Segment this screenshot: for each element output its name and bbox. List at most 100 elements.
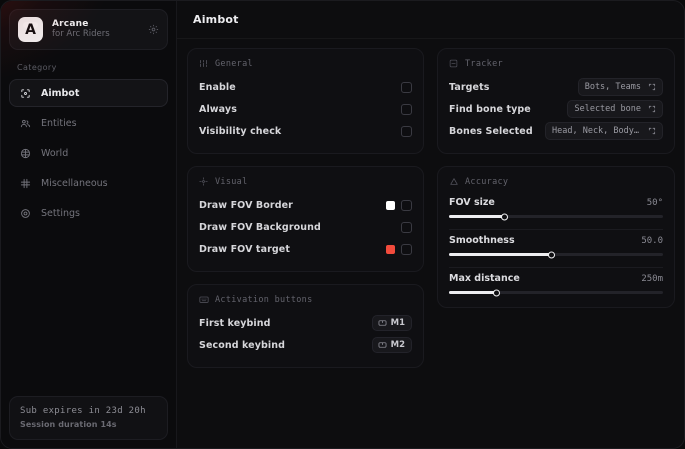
sidebar-item-label: World [41, 147, 69, 159]
globe-icon [19, 147, 31, 159]
target-icon [449, 59, 459, 69]
row-enable[interactable]: Enable [199, 76, 412, 98]
row-label: Targets [449, 81, 490, 93]
slider-fill [449, 215, 505, 218]
panel-title: General [215, 59, 253, 69]
slider-track[interactable] [449, 213, 663, 220]
sidebar-item-label: Settings [41, 207, 80, 219]
keybind-first[interactable]: M1 [371, 315, 412, 331]
panel-general: General Enable Always [187, 48, 424, 154]
content-columns: General Enable Always [177, 39, 684, 448]
checkbox-enable[interactable] [401, 81, 412, 93]
row-find-bone-type[interactable]: Find bone type Selected bone [449, 98, 663, 120]
dropdown-find-bone-type-value: Selected bone [574, 104, 641, 114]
slider-thumb[interactable] [548, 251, 556, 258]
row-bones-selected[interactable]: Bones Selected Head, Neck, Body, Pe… [449, 120, 663, 142]
panel-title: Visual [215, 177, 248, 187]
app-name: Arcane [52, 18, 89, 29]
row-label: Find bone type [449, 103, 531, 115]
row-always[interactable]: Always [199, 98, 412, 120]
panel-accuracy: Accuracy FOV size 50° [437, 166, 675, 308]
expand-icon [648, 105, 656, 113]
crosshair-icon [19, 87, 31, 99]
slider-fov-size[interactable]: FOV size 50° [449, 194, 663, 220]
checkbox-draw-fov-border[interactable] [401, 199, 412, 211]
eye-icon [199, 177, 209, 187]
slider-track[interactable] [449, 289, 663, 296]
row-label: Visibility check [199, 125, 282, 137]
left-column: General Enable Always [187, 48, 424, 368]
sidebar-item-label: Miscellaneous [41, 177, 108, 189]
entities-icon [19, 117, 31, 129]
grid-icon [19, 177, 31, 189]
page-title: Aimbot [193, 13, 239, 26]
row-label: Enable [199, 81, 236, 93]
sidebar-item-settings[interactable]: Settings [9, 199, 168, 227]
dropdown-targets[interactable]: Bots, Teams [577, 78, 663, 96]
sidebar-spacer [9, 227, 168, 396]
panel-general-header: General [199, 59, 412, 69]
checkbox-visibility-check[interactable] [401, 125, 412, 137]
keybind-second[interactable]: M2 [371, 337, 412, 353]
dropdown-bones-selected[interactable]: Head, Neck, Body, Pe… [545, 122, 663, 140]
checkbox-draw-fov-target[interactable] [401, 243, 412, 255]
expand-icon [648, 127, 656, 135]
checkbox-always[interactable] [401, 103, 412, 115]
triangle-icon [449, 177, 459, 187]
dropdown-bones-selected-value: Head, Neck, Body, Pe… [552, 126, 641, 136]
row-label: First keybind [199, 317, 271, 329]
brand-card[interactable]: A Arcane for Arc Riders [9, 9, 168, 50]
slider-thumb[interactable] [501, 213, 509, 220]
divider [449, 229, 663, 230]
row-second-keybind[interactable]: Second keybind M2 [199, 334, 412, 356]
slider-max-distance[interactable]: Max distance 250m [449, 270, 663, 296]
sidebar-nav: Aimbot Entities [9, 79, 168, 227]
panel-title: Tracker [465, 59, 503, 69]
slider-label: Max distance [449, 273, 520, 284]
sidebar-item-world[interactable]: World [9, 139, 168, 167]
dropdown-targets-value: Bots, Teams [584, 82, 641, 92]
sidebar-item-miscellaneous[interactable]: Miscellaneous [9, 169, 168, 197]
dropdown-find-bone-type[interactable]: Selected bone [567, 100, 663, 118]
row-label: Draw FOV target [199, 243, 290, 255]
mouse-icon [378, 341, 387, 349]
keybind-second-value: M2 [390, 340, 405, 350]
row-first-keybind[interactable]: First keybind M1 [199, 312, 412, 334]
row-draw-fov-target[interactable]: Draw FOV target [199, 238, 412, 260]
expand-icon [648, 83, 656, 91]
row-targets[interactable]: Targets Bots, Teams [449, 76, 663, 98]
gear-icon [19, 207, 31, 219]
panel-visual: Visual Draw FOV Border Draw FOV Backgrou… [187, 166, 424, 272]
topbar: Aimbot [177, 1, 684, 39]
keybind-first-value: M1 [390, 318, 405, 328]
panel-title: Accuracy [465, 177, 509, 187]
slider-fill [449, 291, 497, 294]
slider-smoothness[interactable]: Smoothness 50.0 [449, 232, 663, 258]
sidebar-item-aimbot[interactable]: Aimbot [9, 79, 168, 107]
row-label: Draw FOV Background [199, 221, 321, 233]
slider-value: 50.0 [641, 236, 663, 246]
gear-icon[interactable] [148, 24, 159, 35]
panel-activation-header: Activation buttons [199, 295, 412, 305]
row-label: Draw FOV Border [199, 199, 293, 211]
subscription-card: Sub expires in 23d 20h Session duration … [9, 396, 168, 440]
slider-thumb[interactable] [492, 289, 500, 296]
color-swatch-fov-border[interactable] [386, 200, 395, 210]
session-duration: Session duration 14s [20, 420, 117, 429]
slider-track[interactable] [449, 251, 663, 258]
sidebar-item-entities[interactable]: Entities [9, 109, 168, 137]
row-label: Second keybind [199, 339, 286, 351]
row-draw-fov-border[interactable]: Draw FOV Border [199, 194, 412, 216]
sidebar-item-label: Aimbot [41, 87, 80, 99]
mouse-icon [378, 319, 387, 327]
slider-fill [449, 253, 552, 256]
color-swatch-fov-target[interactable] [386, 244, 395, 254]
slider-label: Smoothness [449, 235, 515, 246]
row-visibility-check[interactable]: Visibility check [199, 120, 412, 142]
checkbox-draw-fov-background[interactable] [401, 221, 412, 233]
panel-tracker: Tracker Targets Bots, Teams [437, 48, 675, 154]
sidebar: A Arcane for Arc Riders Category [1, 1, 177, 448]
sidebar-item-label: Entities [41, 117, 77, 129]
row-draw-fov-background[interactable]: Draw FOV Background [199, 216, 412, 238]
panel-activation-buttons: Activation buttons First keybind [187, 284, 424, 368]
